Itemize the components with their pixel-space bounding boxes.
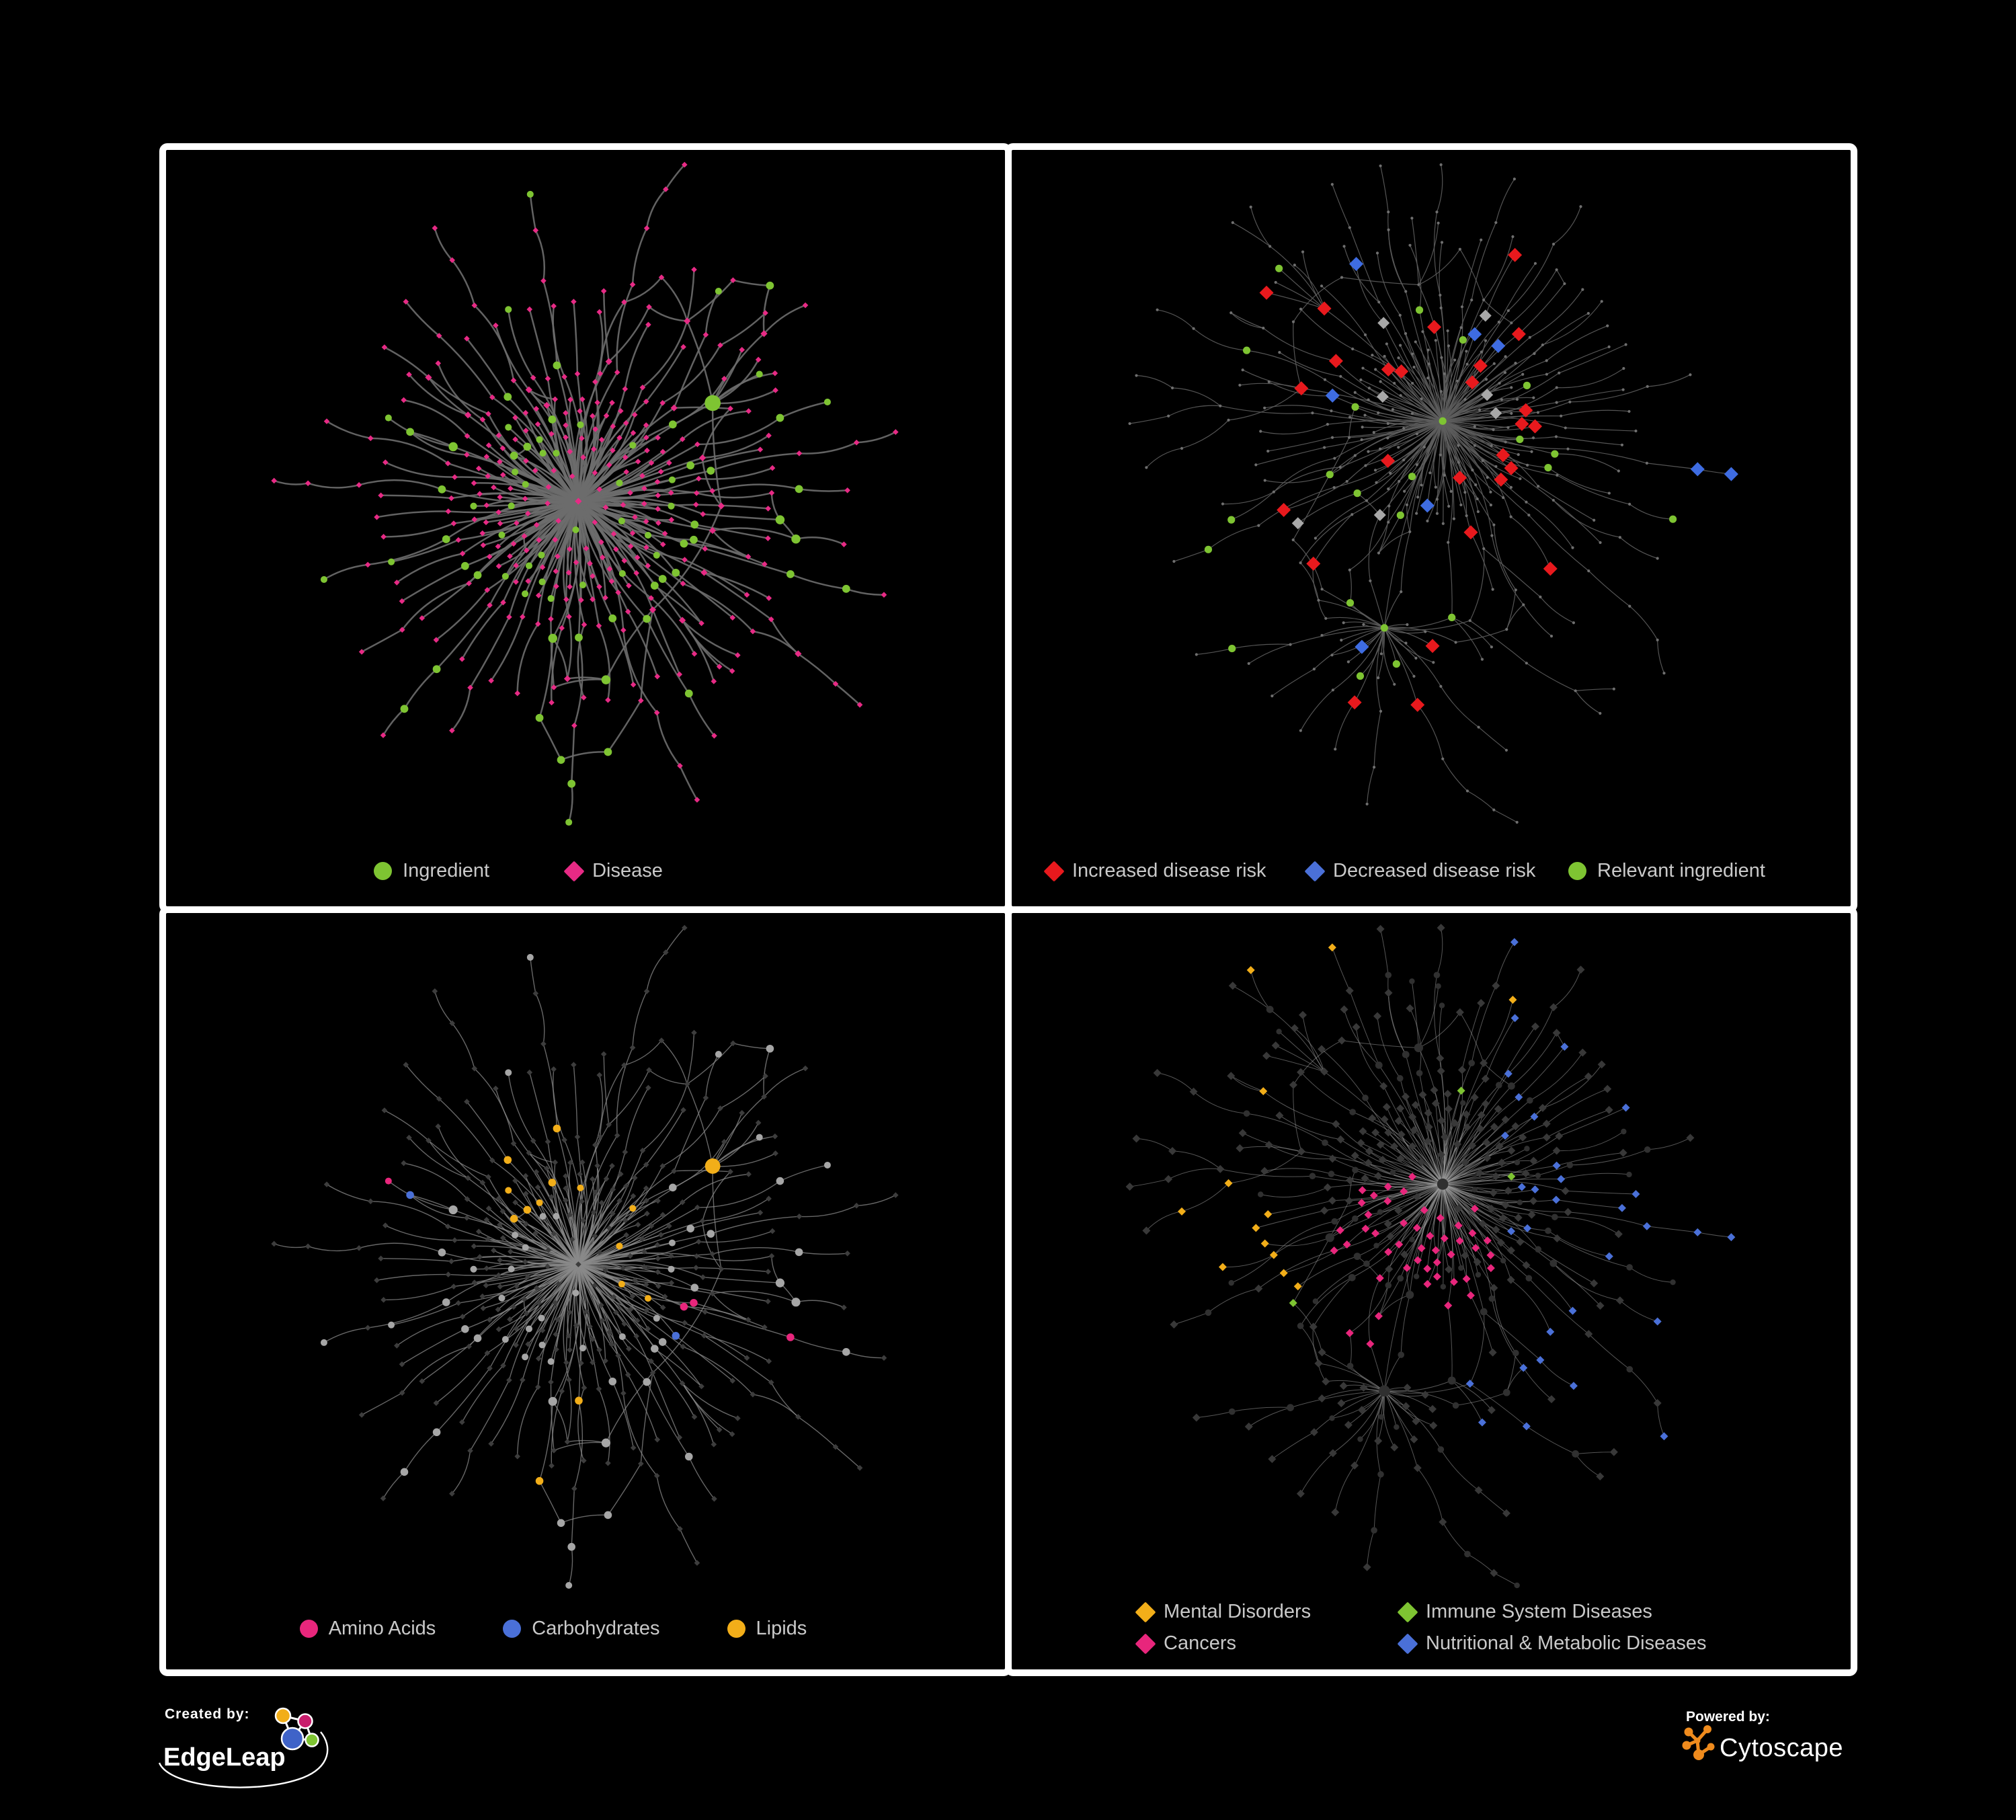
created-by-name: EdgeLeap <box>163 1743 286 1772</box>
legend-item-carbohydrates: Carbohydrates <box>503 1618 660 1640</box>
legend-item-ingredient: Ingredient <box>374 860 489 882</box>
legend-ingredient-classes: Amino Acids Carbohydrates Lipids <box>134 1618 973 1640</box>
diamond-marker-icon <box>1043 860 1065 882</box>
powered-by-name: Cytoscape <box>1720 1734 1843 1762</box>
legend-item-lipids: Lipids <box>727 1618 807 1640</box>
legend-label: Immune System Diseases <box>1426 1601 1652 1622</box>
edgeleap-swoosh <box>158 1731 329 1788</box>
legend-label: Nutritional & Metabolic Diseases <box>1426 1632 1707 1654</box>
panel-ingredient-disease: Ingredient Disease <box>159 143 1012 913</box>
legend-item-nutritional-metabolic-diseases: Nutritional & Metabolic Diseases <box>1397 1632 1707 1655</box>
network-disease-risk <box>1128 163 1738 824</box>
legend-label: Mental Disorders <box>1164 1601 1312 1622</box>
legend-label: Increased disease risk <box>1072 860 1266 881</box>
legend-disease-categories: Mental Disorders Immune System Diseases Ca… <box>1012 1601 1851 1655</box>
nodes-layer <box>1125 924 1736 1589</box>
circle-marker-icon <box>1568 862 1586 880</box>
edgeleap-network-icon <box>274 1707 319 1751</box>
edges-layer <box>274 164 896 823</box>
panel-ingredient-classes: Amino Acids Carbohydrates Lipids <box>159 906 1012 1676</box>
legend-ingredient-disease: Ingredient Disease <box>99 860 938 882</box>
nodes-layer <box>271 161 899 826</box>
legend-item-decreased-disease-risk: Decreased disease risk <box>1304 860 1568 882</box>
cytoscape-logo: Powered by: Cytoscape <box>1682 1709 1843 1762</box>
legend-item-mental-disorders: Mental Disorders <box>1135 1601 1400 1623</box>
circle-marker-icon <box>503 1620 522 1638</box>
edges-layer <box>1129 164 1732 823</box>
legend-item-increased-disease-risk: Increased disease risk <box>1043 860 1307 882</box>
legend-item-disease: Disease <box>563 860 663 882</box>
legend-label: Ingredient <box>403 860 490 881</box>
legend-label: Decreased disease risk <box>1333 860 1536 881</box>
legend-item-cancers: Cancers <box>1135 1632 1400 1655</box>
created-by-label: Created by: <box>165 1706 250 1722</box>
panel-disease-categories: Mental Disorders Immune System Diseases Ca… <box>1005 906 1857 1676</box>
network-ingredient-classes <box>271 924 899 1589</box>
panel-disease-risk: Increased disease risk Decreased disease … <box>1005 143 1857 913</box>
network-ingredient-disease <box>271 161 899 826</box>
legend-label: Disease <box>592 860 663 881</box>
legend-label: Relevant ingredient <box>1597 860 1765 881</box>
diamond-marker-icon <box>1397 1601 1418 1623</box>
nodes-layer <box>271 924 899 1589</box>
circle-marker-icon <box>374 862 393 880</box>
diamond-marker-icon <box>1304 860 1326 882</box>
edges-layer <box>274 927 896 1586</box>
legend-label: Lipids <box>756 1618 807 1639</box>
legend-item-immune-system-diseases: Immune System Diseases <box>1397 1601 1706 1623</box>
legend-label: Carbohydrates <box>532 1618 660 1639</box>
diamond-marker-icon <box>1397 1632 1418 1655</box>
legend-disease-risk: Increased disease risk Decreased disease … <box>1012 860 1851 882</box>
powered-by-label: Powered by: <box>1686 1709 1770 1725</box>
legend-item-amino-acids: Amino Acids <box>299 1618 436 1640</box>
legend-label: Cancers <box>1164 1632 1236 1654</box>
nodes-layer <box>1128 163 1738 824</box>
diamond-marker-icon <box>563 860 585 882</box>
diamond-marker-icon <box>1135 1632 1156 1655</box>
cytoscape-network-icon <box>1682 1725 1715 1760</box>
diamond-marker-icon <box>1135 1601 1156 1623</box>
legend-item-relevant-ingredient: Relevant ingredient <box>1568 860 1829 882</box>
edgeleap-logo: Created by: EdgeLeap <box>158 1706 329 1788</box>
network-disease-categories <box>1125 924 1736 1589</box>
edges-layer <box>1129 927 1732 1586</box>
circle-marker-icon <box>299 1620 318 1638</box>
legend-label: Amino Acids <box>328 1618 436 1639</box>
circle-marker-icon <box>727 1620 745 1638</box>
